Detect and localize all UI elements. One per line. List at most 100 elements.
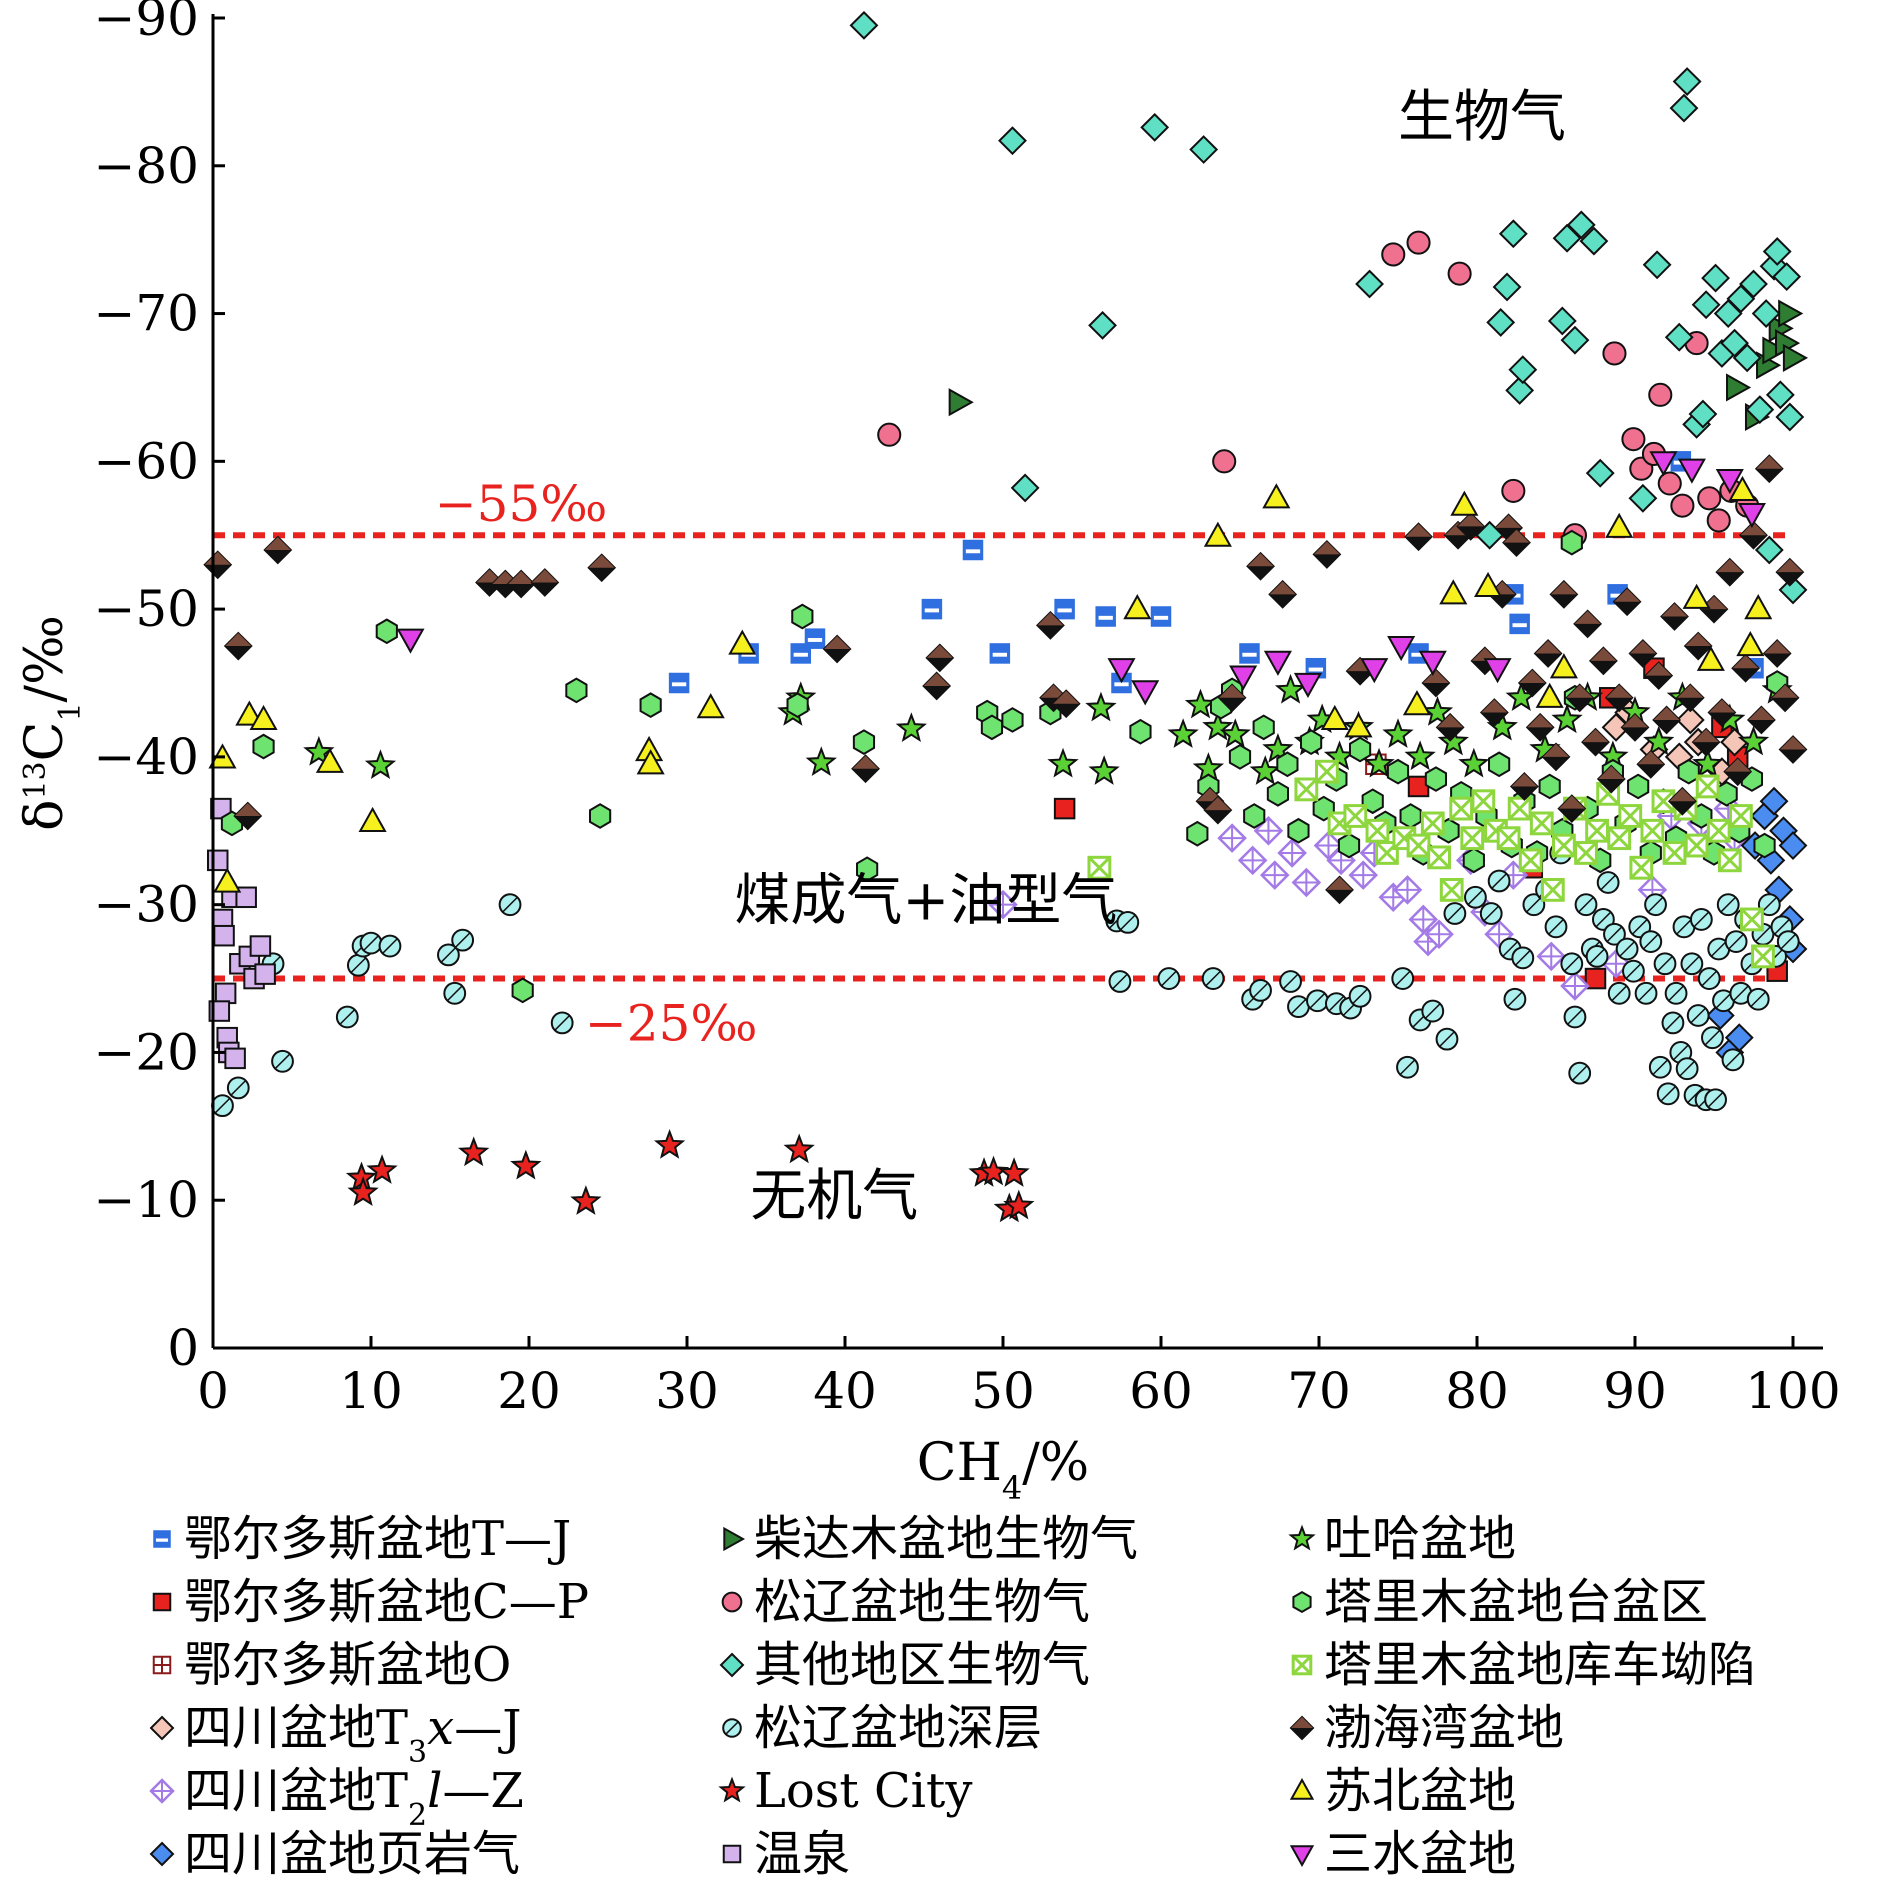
legend-item: 鄂尔多斯盆地T—J [153, 1511, 571, 1567]
data-point [1661, 1011, 1685, 1035]
data-point [1669, 93, 1699, 123]
data-point [249, 935, 272, 957]
legend-marker [1289, 1777, 1315, 1800]
data-point [1259, 860, 1290, 890]
legend-marker [722, 1844, 742, 1864]
data-point [1621, 427, 1646, 452]
data-point [366, 1154, 398, 1184]
data-point [1010, 473, 1040, 503]
data-point [1672, 67, 1702, 96]
data-point [1522, 893, 1546, 917]
data-point [1753, 832, 1776, 859]
series-group [948, 299, 1809, 432]
data-point [1585, 944, 1609, 968]
data-point [1518, 848, 1543, 873]
legend-label: Lost City [754, 1763, 972, 1819]
data-point [1618, 804, 1643, 828]
data-point [1739, 520, 1768, 550]
data-point [1420, 811, 1445, 836]
data-point [1095, 606, 1116, 627]
data-point [948, 388, 974, 417]
data-point [1320, 704, 1349, 731]
data-point [895, 712, 928, 743]
data-point [1386, 758, 1410, 785]
data-point [1551, 703, 1583, 734]
data-point [1262, 483, 1291, 509]
x-tick-label: 100 [1745, 1362, 1840, 1420]
data-point [1306, 989, 1329, 1013]
data-point [1744, 594, 1773, 620]
data-point [1639, 930, 1663, 954]
reference-lines: −55‰ −25‰ [213, 475, 1793, 1053]
data-point [1737, 502, 1766, 529]
reference-line-label: −25‰ [585, 995, 758, 1053]
data-point [922, 671, 952, 701]
legend-marker [149, 1715, 175, 1741]
data-point [1003, 1189, 1035, 1220]
data-point [1268, 579, 1298, 609]
legend-marker [149, 1778, 175, 1804]
data-point [1498, 219, 1528, 249]
data-point [998, 126, 1027, 156]
data-point [1704, 1088, 1727, 1112]
data-point [1533, 639, 1563, 668]
axes: 0 10 20 30 40 50 60 70 80 90 100 0 −10 −20 −30 −40 −50 −6… [15, 0, 1841, 1507]
data-point [791, 603, 814, 630]
x-tick-label: 30 [655, 1362, 719, 1420]
data-point [1615, 937, 1639, 961]
data-point [1404, 522, 1433, 552]
data-point [214, 982, 237, 1005]
data-point [1375, 841, 1399, 865]
legend-item: 苏北盆地 [1289, 1763, 1516, 1819]
data-point [1574, 841, 1598, 865]
legend-item: 柴达木盆地生物气 [723, 1511, 1138, 1567]
data-point [1585, 458, 1615, 488]
data-point [1754, 535, 1784, 565]
data-point [1088, 755, 1120, 785]
data-point [1757, 893, 1781, 917]
region-label: 无机气 [750, 1164, 918, 1229]
y-tick-label: −30 [93, 876, 199, 934]
data-point [977, 1155, 1010, 1186]
data-point [1772, 262, 1802, 292]
y-tick-label: −50 [93, 580, 199, 638]
data-point [1517, 668, 1547, 698]
legend-marker [722, 1718, 742, 1738]
data-point [1602, 341, 1627, 366]
data-point [1449, 796, 1474, 821]
data-point [1502, 528, 1531, 558]
data-point [1404, 740, 1436, 771]
data-point [1706, 508, 1731, 533]
data-point [1540, 877, 1565, 902]
data-point [1581, 727, 1610, 757]
data-point [1535, 682, 1564, 708]
legend-label: 松辽盆地生物气 [754, 1574, 1090, 1630]
data-point [786, 692, 809, 719]
reference-line-label: −55‰ [435, 475, 608, 533]
data-point [877, 422, 902, 447]
data-point [1399, 803, 1422, 829]
x-axis-title: CH4/% [917, 1433, 1089, 1507]
data-point [1203, 795, 1233, 825]
data-point [1363, 747, 1395, 778]
data-point [1189, 135, 1219, 164]
data-point [1596, 871, 1620, 894]
data-point [1627, 773, 1650, 800]
data-point [851, 754, 880, 784]
y-tick-label: −10 [93, 1171, 199, 1229]
data-point [588, 803, 612, 829]
data-point [1675, 705, 1705, 735]
data-point [1391, 967, 1415, 990]
data-point [1458, 747, 1490, 778]
data-point [1776, 930, 1800, 954]
data-point [1054, 598, 1075, 620]
data-point [1217, 683, 1247, 713]
data-point [1450, 490, 1479, 516]
data-point [1474, 571, 1503, 598]
legend-marker [723, 1526, 746, 1552]
data-point [1488, 751, 1511, 778]
data-point [1479, 698, 1509, 727]
series-group [849, 10, 1808, 605]
data-point [1643, 725, 1675, 756]
data-point [1479, 902, 1503, 925]
